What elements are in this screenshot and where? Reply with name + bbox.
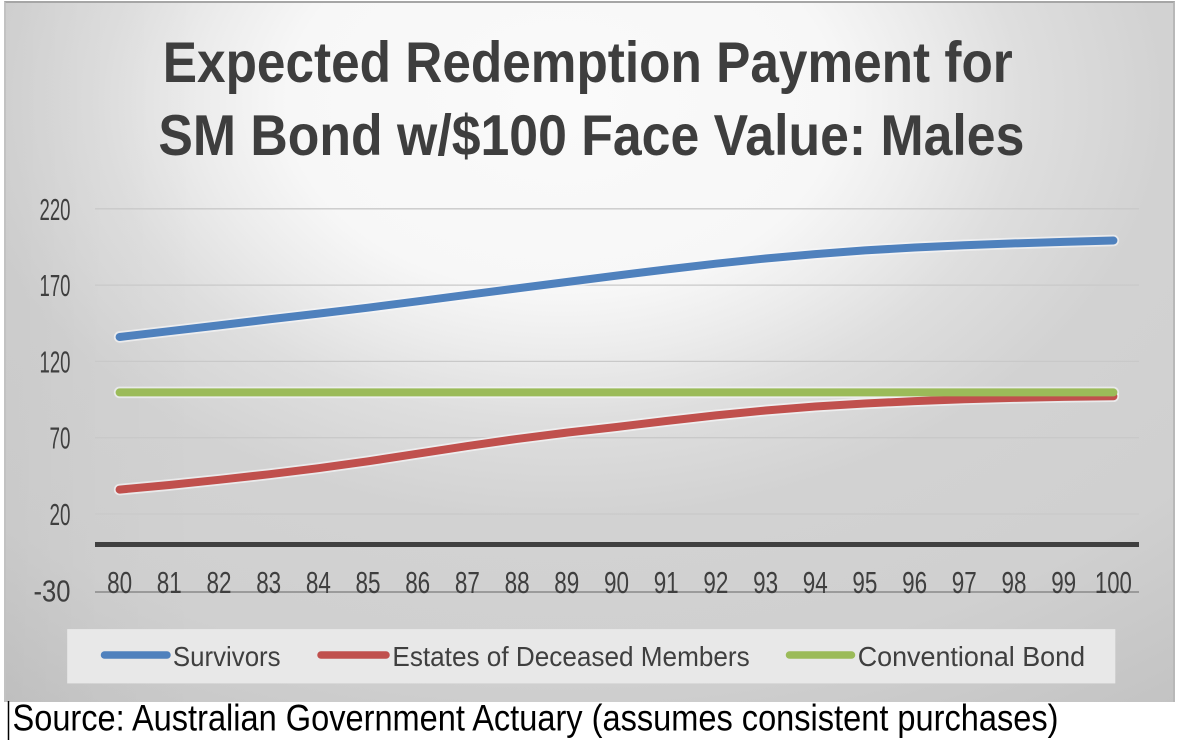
svg-text:Expected Redemption Payment fo: Expected Redemption Payment for bbox=[163, 31, 1013, 95]
svg-text:89: 89 bbox=[554, 565, 579, 600]
svg-text:95: 95 bbox=[852, 565, 877, 600]
svg-text:85: 85 bbox=[356, 565, 381, 600]
svg-text:90: 90 bbox=[604, 565, 629, 600]
svg-text:98: 98 bbox=[1002, 565, 1027, 600]
svg-text:97: 97 bbox=[952, 565, 977, 600]
svg-text:70: 70 bbox=[50, 421, 71, 456]
svg-text:93: 93 bbox=[753, 565, 778, 600]
svg-text:87: 87 bbox=[455, 565, 480, 600]
svg-text:Conventional Bond: Conventional Bond bbox=[858, 641, 1085, 672]
svg-text:82: 82 bbox=[207, 565, 232, 600]
svg-text:SM Bond w/$100 Face Value: Mal: SM Bond w/$100 Face Value: Males bbox=[158, 104, 1024, 168]
svg-text:Estates of Deceased Members: Estates of Deceased Members bbox=[392, 641, 749, 672]
svg-text:94: 94 bbox=[803, 565, 828, 600]
svg-text:Source: Australian Government: Source: Australian Government Actuary (a… bbox=[13, 698, 1059, 739]
svg-text:83: 83 bbox=[256, 565, 281, 600]
svg-text:100: 100 bbox=[1095, 565, 1132, 600]
svg-text:80: 80 bbox=[107, 565, 132, 600]
svg-text:96: 96 bbox=[902, 565, 927, 600]
svg-text:92: 92 bbox=[703, 565, 728, 600]
svg-text:84: 84 bbox=[306, 565, 331, 600]
svg-text:-30: -30 bbox=[34, 573, 71, 608]
svg-text:81: 81 bbox=[157, 565, 182, 600]
svg-text:91: 91 bbox=[654, 565, 679, 600]
svg-text:220: 220 bbox=[40, 192, 71, 227]
svg-text:120: 120 bbox=[40, 344, 71, 379]
svg-text:20: 20 bbox=[50, 497, 71, 532]
svg-text:Survivors: Survivors bbox=[173, 641, 281, 672]
svg-text:170: 170 bbox=[40, 268, 71, 303]
svg-text:86: 86 bbox=[405, 565, 430, 600]
svg-text:99: 99 bbox=[1051, 565, 1076, 600]
svg-text:88: 88 bbox=[505, 565, 530, 600]
